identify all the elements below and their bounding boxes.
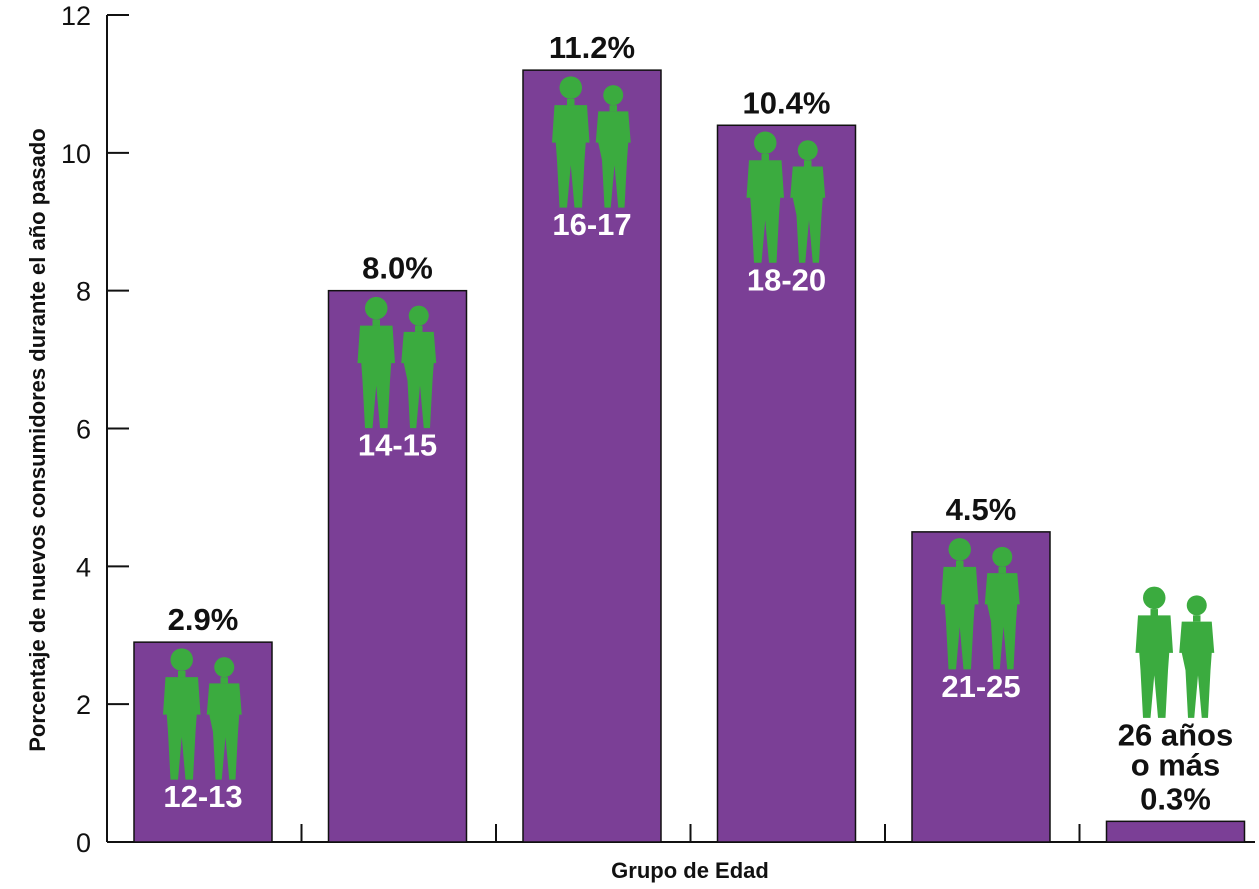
x-axis-title: Grupo de Edad xyxy=(611,858,769,883)
category-label: 16-17 xyxy=(552,207,631,242)
category-label-line: 18-20 xyxy=(747,262,826,297)
category-label-line: 26 años xyxy=(1118,717,1233,752)
bar xyxy=(133,641,273,843)
y-tick-label: 8 xyxy=(76,277,91,307)
bar-value-label: 2.9% xyxy=(168,602,239,637)
category-label-line: 12-13 xyxy=(163,779,242,814)
category-label-line: 14-15 xyxy=(358,428,437,463)
bar-value-label: 11.2% xyxy=(549,30,635,65)
y-tick-label: 6 xyxy=(76,415,91,445)
y-tick-label: 12 xyxy=(61,1,91,31)
person-pair-icon xyxy=(1135,586,1215,718)
bar-value-label: 8.0% xyxy=(362,251,433,286)
bar xyxy=(327,289,468,843)
category-label-line: o más xyxy=(1131,747,1221,782)
category-label-line: 16-17 xyxy=(552,207,631,242)
bar xyxy=(1105,820,1246,843)
y-tick-label: 10 xyxy=(61,139,91,169)
category-label: 14-15 xyxy=(358,428,437,463)
bar-value-label: 0.3% xyxy=(1140,781,1211,816)
category-label: 18-20 xyxy=(747,262,826,297)
y-axis-title: Porcentaje de nuevos consumidores durant… xyxy=(25,128,50,752)
category-label-line: 21-25 xyxy=(941,669,1020,704)
y-tick-label: 4 xyxy=(76,552,91,582)
category-label: 26 años o más xyxy=(1118,717,1233,782)
bar xyxy=(911,531,1051,843)
bar-value-label: 4.5% xyxy=(946,492,1017,527)
category-label: 12-13 xyxy=(163,779,242,814)
y-tick-label: 2 xyxy=(76,690,91,720)
bar xyxy=(522,69,662,843)
bar-value-label: 10.4% xyxy=(743,85,831,120)
category-label: 21-25 xyxy=(941,669,1020,704)
y-tick-label: 0 xyxy=(76,828,91,858)
bar xyxy=(716,124,857,843)
